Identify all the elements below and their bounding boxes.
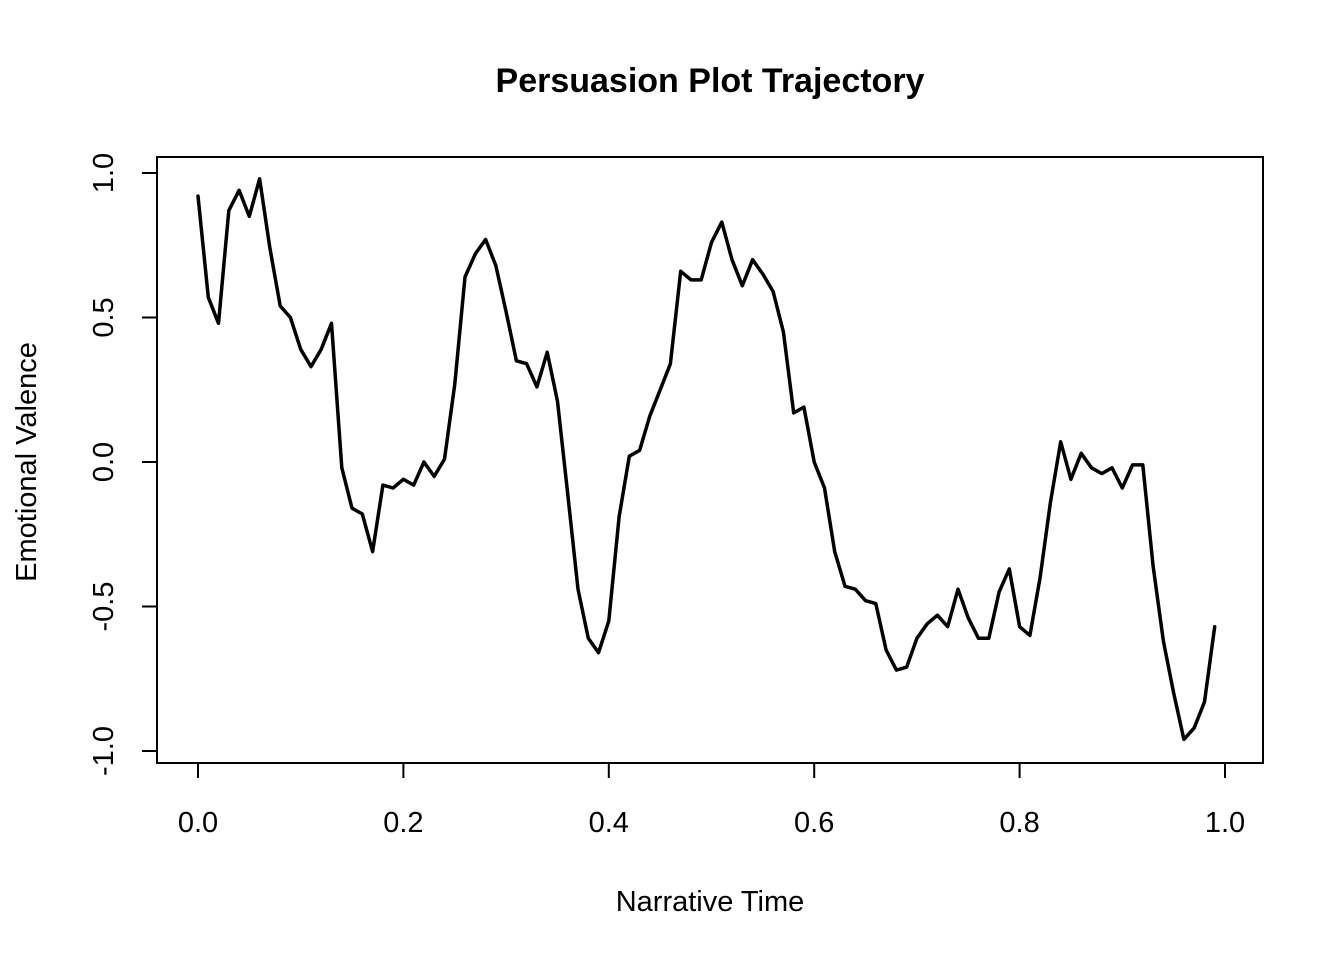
series-line <box>196 177 1217 742</box>
y-tick-label: -1.0 <box>88 726 120 776</box>
x-tick-label: 0.8 <box>999 807 1039 839</box>
x-tick-label: 1.0 <box>1205 807 1245 839</box>
x-tick-label: 0.2 <box>383 807 423 839</box>
x-tick-label: 0.6 <box>794 807 834 839</box>
y-tick-label: -0.5 <box>88 582 120 632</box>
series-layer <box>196 177 1217 742</box>
y-tick-label: 1.0 <box>88 153 120 193</box>
chart-title: Persuasion Plot Trajectory <box>496 62 925 100</box>
y-axis: -1.0 -0.5 0.0 0.5 1.0 <box>88 153 158 776</box>
x-axis-label: Narrative Time <box>616 886 805 918</box>
x-tick-label: 0.4 <box>589 807 629 839</box>
y-axis-label: Emotional Valence <box>11 342 43 582</box>
x-tick-label: 0.0 <box>178 807 218 839</box>
x-axis: 0.0 0.2 0.4 0.6 0.8 1.0 <box>178 762 1245 839</box>
y-tick-label: 0.5 <box>88 297 120 337</box>
y-tick-label: 0.0 <box>88 442 120 482</box>
